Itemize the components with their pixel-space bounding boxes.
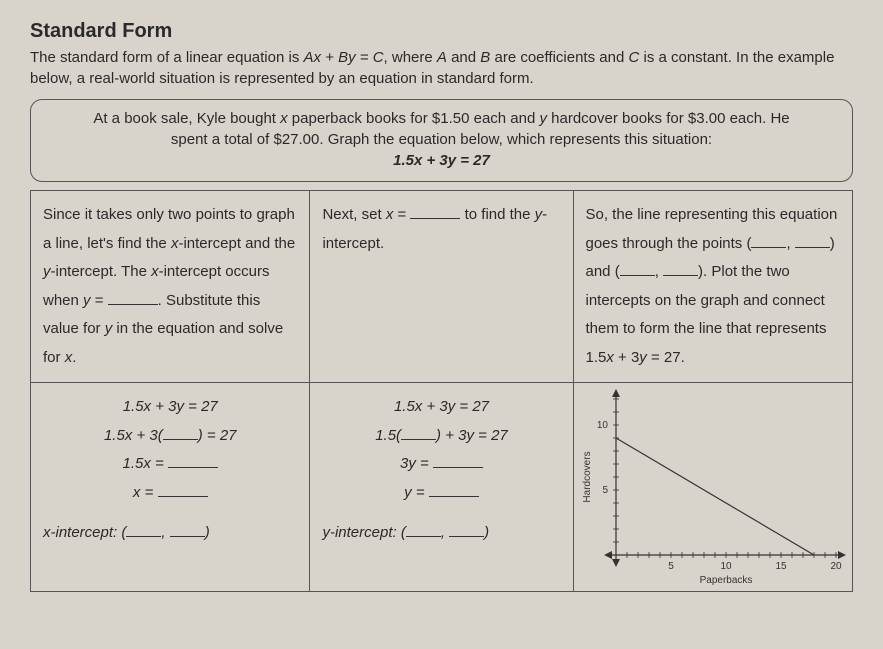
row1-col1: Since it takes only two points to graph … bbox=[31, 191, 310, 383]
page-title: Standard Form bbox=[30, 20, 853, 43]
svg-text:Paperbacks: Paperbacks bbox=[699, 575, 752, 586]
svg-text:Hardcovers: Hardcovers bbox=[582, 451, 593, 502]
work-left: 1.5x + 3y = 27 1.5x + 3() = 27 1.5x = x … bbox=[31, 383, 310, 592]
work-mid: 1.5x + 3y = 27 1.5() + 3y = 27 3y = y = … bbox=[310, 383, 573, 592]
svg-text:5: 5 bbox=[602, 485, 608, 496]
svg-text:5: 5 bbox=[668, 561, 674, 572]
problem-text: At a book sale, Kyle bought x paperback … bbox=[61, 108, 822, 150]
svg-text:15: 15 bbox=[775, 561, 787, 572]
row1-col2: Next, set x = to find the y-intercept. bbox=[310, 191, 573, 383]
graph: 5 10 15 20 5 10 Paperbacks Hardcovers bbox=[578, 387, 848, 587]
problem-box: At a book sale, Kyle bought x paperback … bbox=[30, 99, 853, 182]
problem-equation: 1.5x + 3y = 27 bbox=[61, 150, 822, 171]
row1-col3: So, the line representing this equation … bbox=[573, 191, 853, 383]
worksheet-table: Since it takes only two points to graph … bbox=[30, 190, 853, 592]
graph-cell: 5 10 15 20 5 10 Paperbacks Hardcovers bbox=[573, 383, 853, 592]
intro-text: The standard form of a linear equation i… bbox=[30, 47, 853, 89]
svg-text:10: 10 bbox=[596, 420, 608, 431]
svg-text:10: 10 bbox=[720, 561, 732, 572]
svg-text:20: 20 bbox=[830, 561, 842, 572]
